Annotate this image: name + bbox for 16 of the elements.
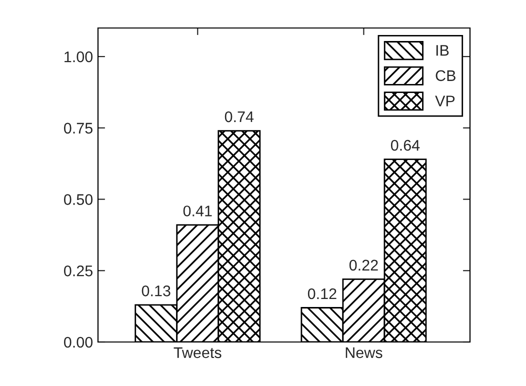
y-tick-label: 0.50 — [64, 194, 93, 205]
data-label: 0.64 — [390, 140, 420, 151]
y-tick-label: 0.25 — [64, 266, 92, 276]
legend-label: CB — [436, 70, 456, 82]
y-tick-label: 1.00 — [64, 51, 93, 62]
data-label: 0.74 — [224, 111, 254, 122]
data-label: 0.41 — [183, 206, 212, 216]
data-label: 0.22 — [349, 260, 378, 271]
y-tick-label: 0.00 — [64, 336, 93, 348]
data-label: 0.12 — [308, 288, 336, 300]
legend-label: VP — [435, 96, 455, 106]
x-tick-label: Tweets — [174, 347, 222, 358]
x-tick-label: News — [346, 347, 382, 358]
data-label: 0.13 — [142, 285, 170, 296]
y-tick-label: 0.75 — [64, 122, 92, 134]
legend-label: IB — [436, 45, 449, 56]
